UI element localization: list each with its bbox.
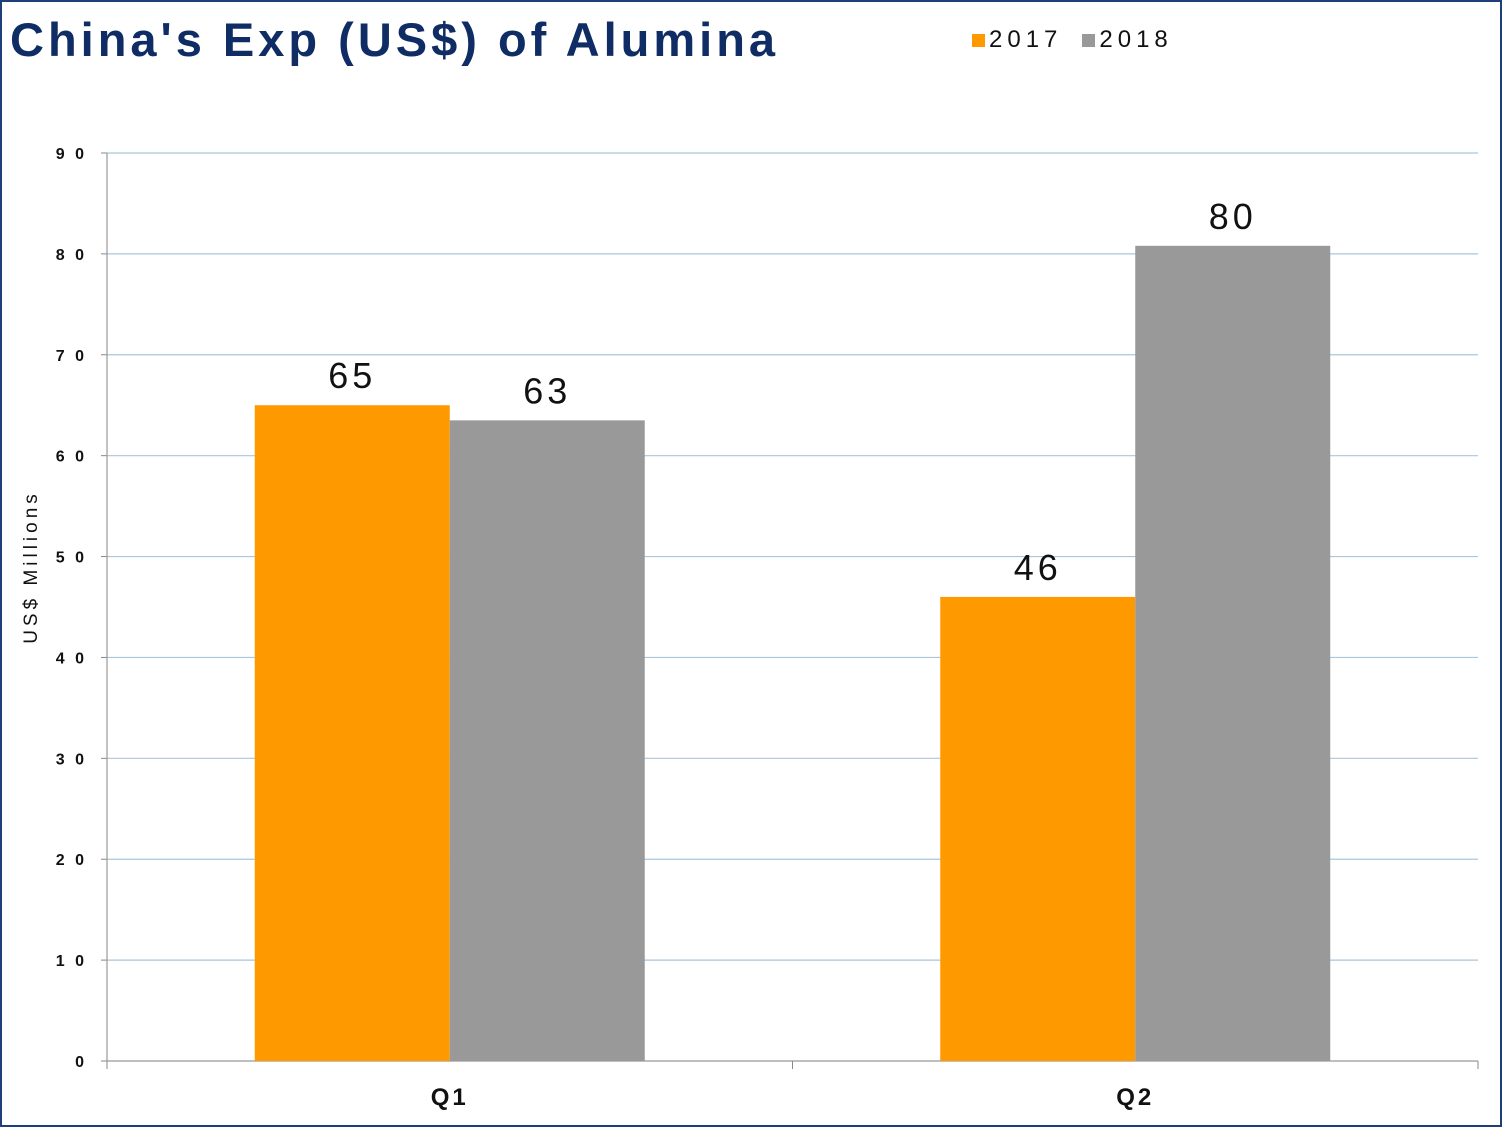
y-tick-label: 6 0 [56, 449, 87, 466]
legend-item-2018: 2018 [1082, 26, 1172, 54]
y-tick-label: 3 0 [56, 751, 87, 768]
data-label-2017-q1: 65 [328, 355, 376, 396]
y-tick-label: 2 0 [56, 852, 87, 869]
legend-item-2017: 2017 [972, 26, 1062, 54]
y-tick-label: 9 0 [56, 146, 87, 163]
data-label-2018-q2: 80 [1209, 196, 1257, 237]
y-tick-label: 8 0 [56, 247, 87, 264]
data-label-2018-q1: 63 [523, 370, 571, 411]
bar-2017-q2 [940, 596, 1136, 1061]
legend-swatch-2017 [972, 33, 985, 47]
y-tick-label: 4 0 [56, 650, 87, 667]
y-tick-label: 5 0 [56, 550, 87, 567]
chart-title: China's Exp (US$) of Alumina [10, 13, 780, 66]
bar-2018-q1 [449, 420, 645, 1061]
y-tick-label: 0 [75, 1054, 87, 1071]
bar-2018-q2 [1135, 245, 1331, 1062]
x-category-label-q2: Q2 [1116, 1084, 1154, 1111]
legend-label-2017: 2017 [989, 26, 1063, 53]
bar-2017-q1 [254, 405, 450, 1061]
data-label-2017-q2: 46 [1014, 547, 1062, 588]
chart-legend: 2017 2018 [972, 26, 1193, 54]
y-tick-label: 1 0 [56, 953, 87, 970]
legend-swatch-2018 [1082, 33, 1096, 47]
x-category-label-q1: Q1 [431, 1084, 469, 1111]
y-tick-label: 7 0 [56, 348, 87, 365]
legend-label-2018: 2018 [1099, 26, 1173, 53]
